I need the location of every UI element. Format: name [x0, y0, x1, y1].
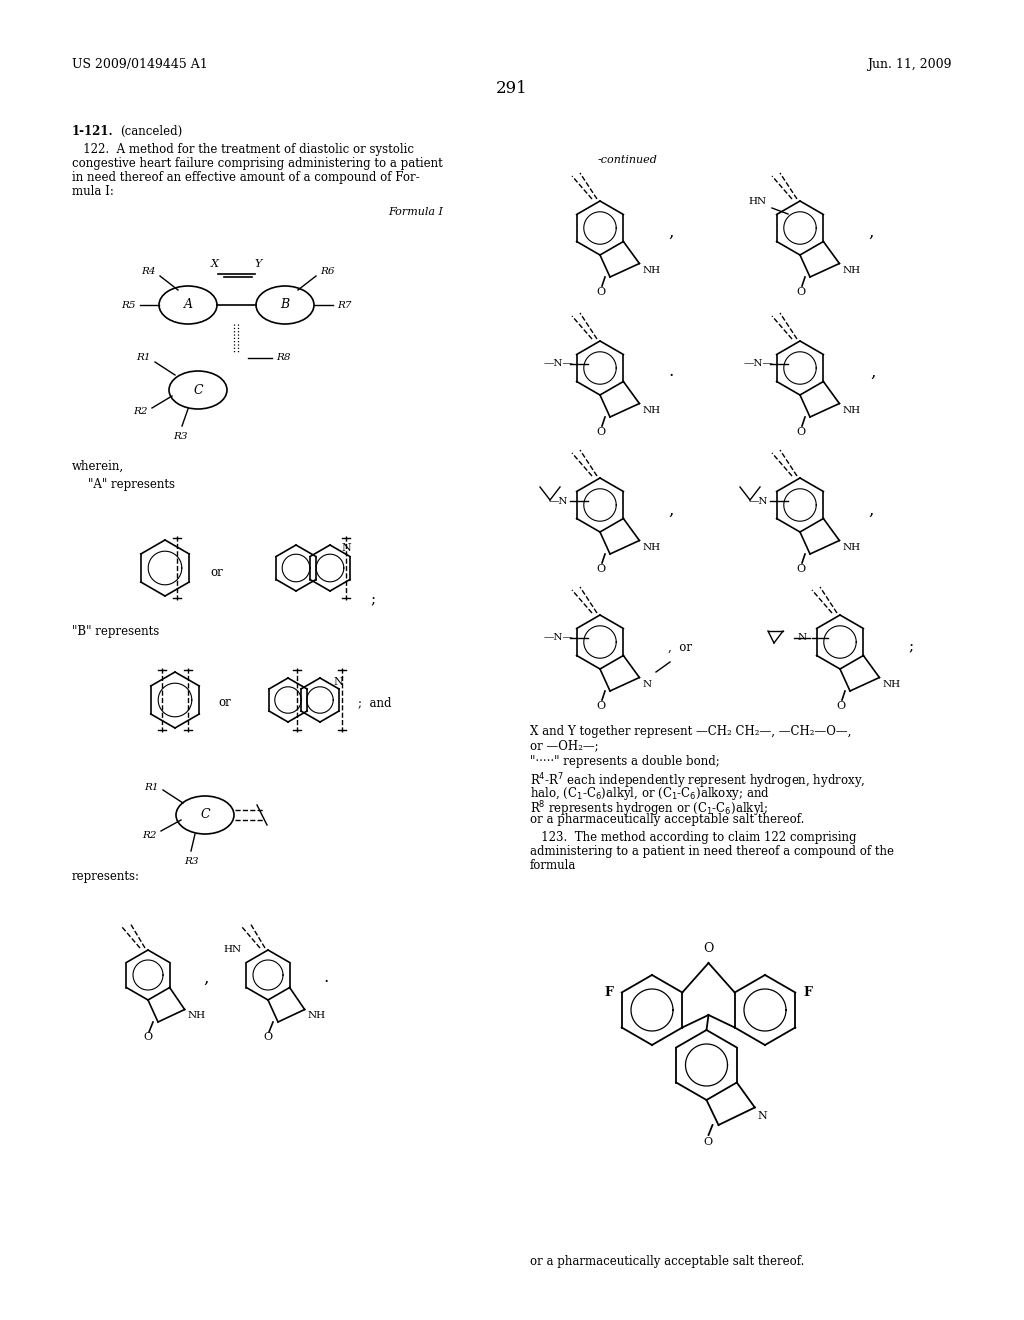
Text: NH: NH: [843, 405, 860, 414]
Text: US 2009/0149445 A1: US 2009/0149445 A1: [72, 58, 208, 71]
Text: 122.  A method for the treatment of diastolic or systolic: 122. A method for the treatment of diast…: [72, 143, 414, 156]
Text: Y: Y: [254, 259, 262, 269]
Text: N: N: [341, 543, 351, 553]
Text: B: B: [281, 298, 290, 312]
Text: R3: R3: [173, 432, 187, 441]
Text: 1-121.: 1-121.: [72, 125, 114, 139]
Text: R2: R2: [142, 830, 157, 840]
Text: O: O: [143, 1032, 153, 1041]
Text: .: .: [668, 363, 673, 380]
Text: ,: ,: [668, 223, 674, 240]
Text: Formula I: Formula I: [388, 207, 442, 216]
Text: O: O: [702, 1137, 712, 1147]
Text: C: C: [200, 808, 210, 821]
Text: O: O: [596, 286, 605, 297]
Text: "B" represents: "B" represents: [72, 624, 160, 638]
Text: ;  and: ; and: [358, 697, 391, 710]
Text: —N—: —N—: [543, 359, 573, 368]
Text: 123.  The method according to claim 122 comprising: 123. The method according to claim 122 c…: [530, 832, 856, 843]
Text: O: O: [596, 564, 605, 574]
Text: congestive heart failure comprising administering to a patient: congestive heart failure comprising admi…: [72, 157, 442, 170]
Text: R1: R1: [144, 783, 159, 792]
Text: O: O: [596, 426, 605, 437]
Text: X and Y together represent —CH₂ CH₂—, —CH₂—O—,: X and Y together represent —CH₂ CH₂—, —C…: [530, 725, 851, 738]
Text: —N: —N: [749, 496, 768, 506]
Text: ,: ,: [868, 223, 873, 240]
Text: —N—: —N—: [743, 359, 773, 368]
Text: NH: NH: [187, 1011, 206, 1020]
Text: O: O: [797, 286, 806, 297]
Text: wherein,: wherein,: [72, 459, 124, 473]
Text: or a pharmaceutically acceptable salt thereof.: or a pharmaceutically acceptable salt th…: [530, 1255, 805, 1269]
Text: NH: NH: [843, 265, 860, 275]
Text: —N—: —N—: [543, 634, 573, 643]
Text: R2: R2: [133, 408, 148, 417]
Text: Jun. 11, 2009: Jun. 11, 2009: [867, 58, 952, 71]
Text: ,: ,: [203, 969, 208, 986]
Text: C: C: [194, 384, 203, 396]
Text: R5: R5: [122, 301, 136, 309]
Text: "A" represents: "A" represents: [88, 478, 175, 491]
Text: F: F: [604, 986, 613, 998]
Text: or: or: [218, 697, 230, 710]
Text: represents:: represents:: [72, 870, 140, 883]
Text: administering to a patient in need thereof a compound of the: administering to a patient in need there…: [530, 845, 894, 858]
Text: mula I:: mula I:: [72, 185, 114, 198]
Text: O: O: [797, 426, 806, 437]
Text: R$^8$ represents hydrogen or (C$_1$-C$_6$)alkyl;: R$^8$ represents hydrogen or (C$_1$-C$_6…: [530, 799, 768, 818]
Text: X: X: [211, 259, 219, 269]
Text: A: A: [183, 298, 193, 312]
Text: NH: NH: [642, 405, 660, 414]
Text: NH: NH: [843, 543, 860, 552]
Text: ,: ,: [668, 502, 674, 519]
Text: or —OH₂—;: or —OH₂—;: [530, 739, 599, 752]
Text: R3: R3: [183, 857, 199, 866]
Text: O: O: [797, 564, 806, 574]
Text: R8: R8: [276, 354, 291, 363]
Text: NH: NH: [642, 265, 660, 275]
Text: R7: R7: [337, 301, 351, 309]
Text: NH: NH: [642, 543, 660, 552]
Text: .: .: [323, 969, 329, 986]
Text: or: or: [210, 565, 223, 578]
Text: ;: ;: [370, 593, 375, 607]
Text: 291: 291: [496, 81, 528, 96]
Text: (canceled): (canceled): [120, 125, 182, 139]
Text: O: O: [596, 701, 605, 711]
Text: R4: R4: [141, 268, 156, 276]
Text: ,: ,: [868, 502, 873, 519]
Text: O: O: [837, 701, 846, 711]
Text: halo, (C$_1$-C$_6$)alkyl, or (C$_1$-C$_6$)alkoxy; and: halo, (C$_1$-C$_6$)alkyl, or (C$_1$-C$_6…: [530, 785, 770, 803]
Text: N: N: [642, 680, 651, 689]
Text: N: N: [798, 634, 807, 643]
Text: R1: R1: [136, 354, 151, 363]
Text: ,: ,: [870, 363, 876, 380]
Text: -continued: -continued: [598, 154, 657, 165]
Text: NH: NH: [883, 680, 900, 689]
Text: N: N: [758, 1111, 768, 1121]
Text: formula: formula: [530, 859, 577, 873]
Text: HN: HN: [749, 198, 767, 206]
Text: —N: —N: [548, 496, 567, 506]
Text: R6: R6: [319, 268, 335, 276]
Text: or a pharmaceutically acceptable salt thereof.: or a pharmaceutically acceptable salt th…: [530, 813, 805, 826]
Text: HN: HN: [224, 945, 242, 954]
Text: ;: ;: [908, 640, 913, 653]
Text: in need thereof an effective amount of a compound of For-: in need thereof an effective amount of a…: [72, 172, 420, 183]
Text: "·····" represents a double bond;: "·····" represents a double bond;: [530, 755, 720, 768]
Text: F: F: [804, 986, 812, 998]
Text: O: O: [703, 942, 714, 954]
Text: N: N: [333, 677, 343, 686]
Text: R$^4$-R$^7$ each independently represent hydrogen, hydroxy,: R$^4$-R$^7$ each independently represent…: [530, 771, 865, 791]
Text: O: O: [263, 1032, 272, 1041]
Text: NH: NH: [307, 1011, 326, 1020]
Text: ,  or: , or: [668, 640, 692, 653]
